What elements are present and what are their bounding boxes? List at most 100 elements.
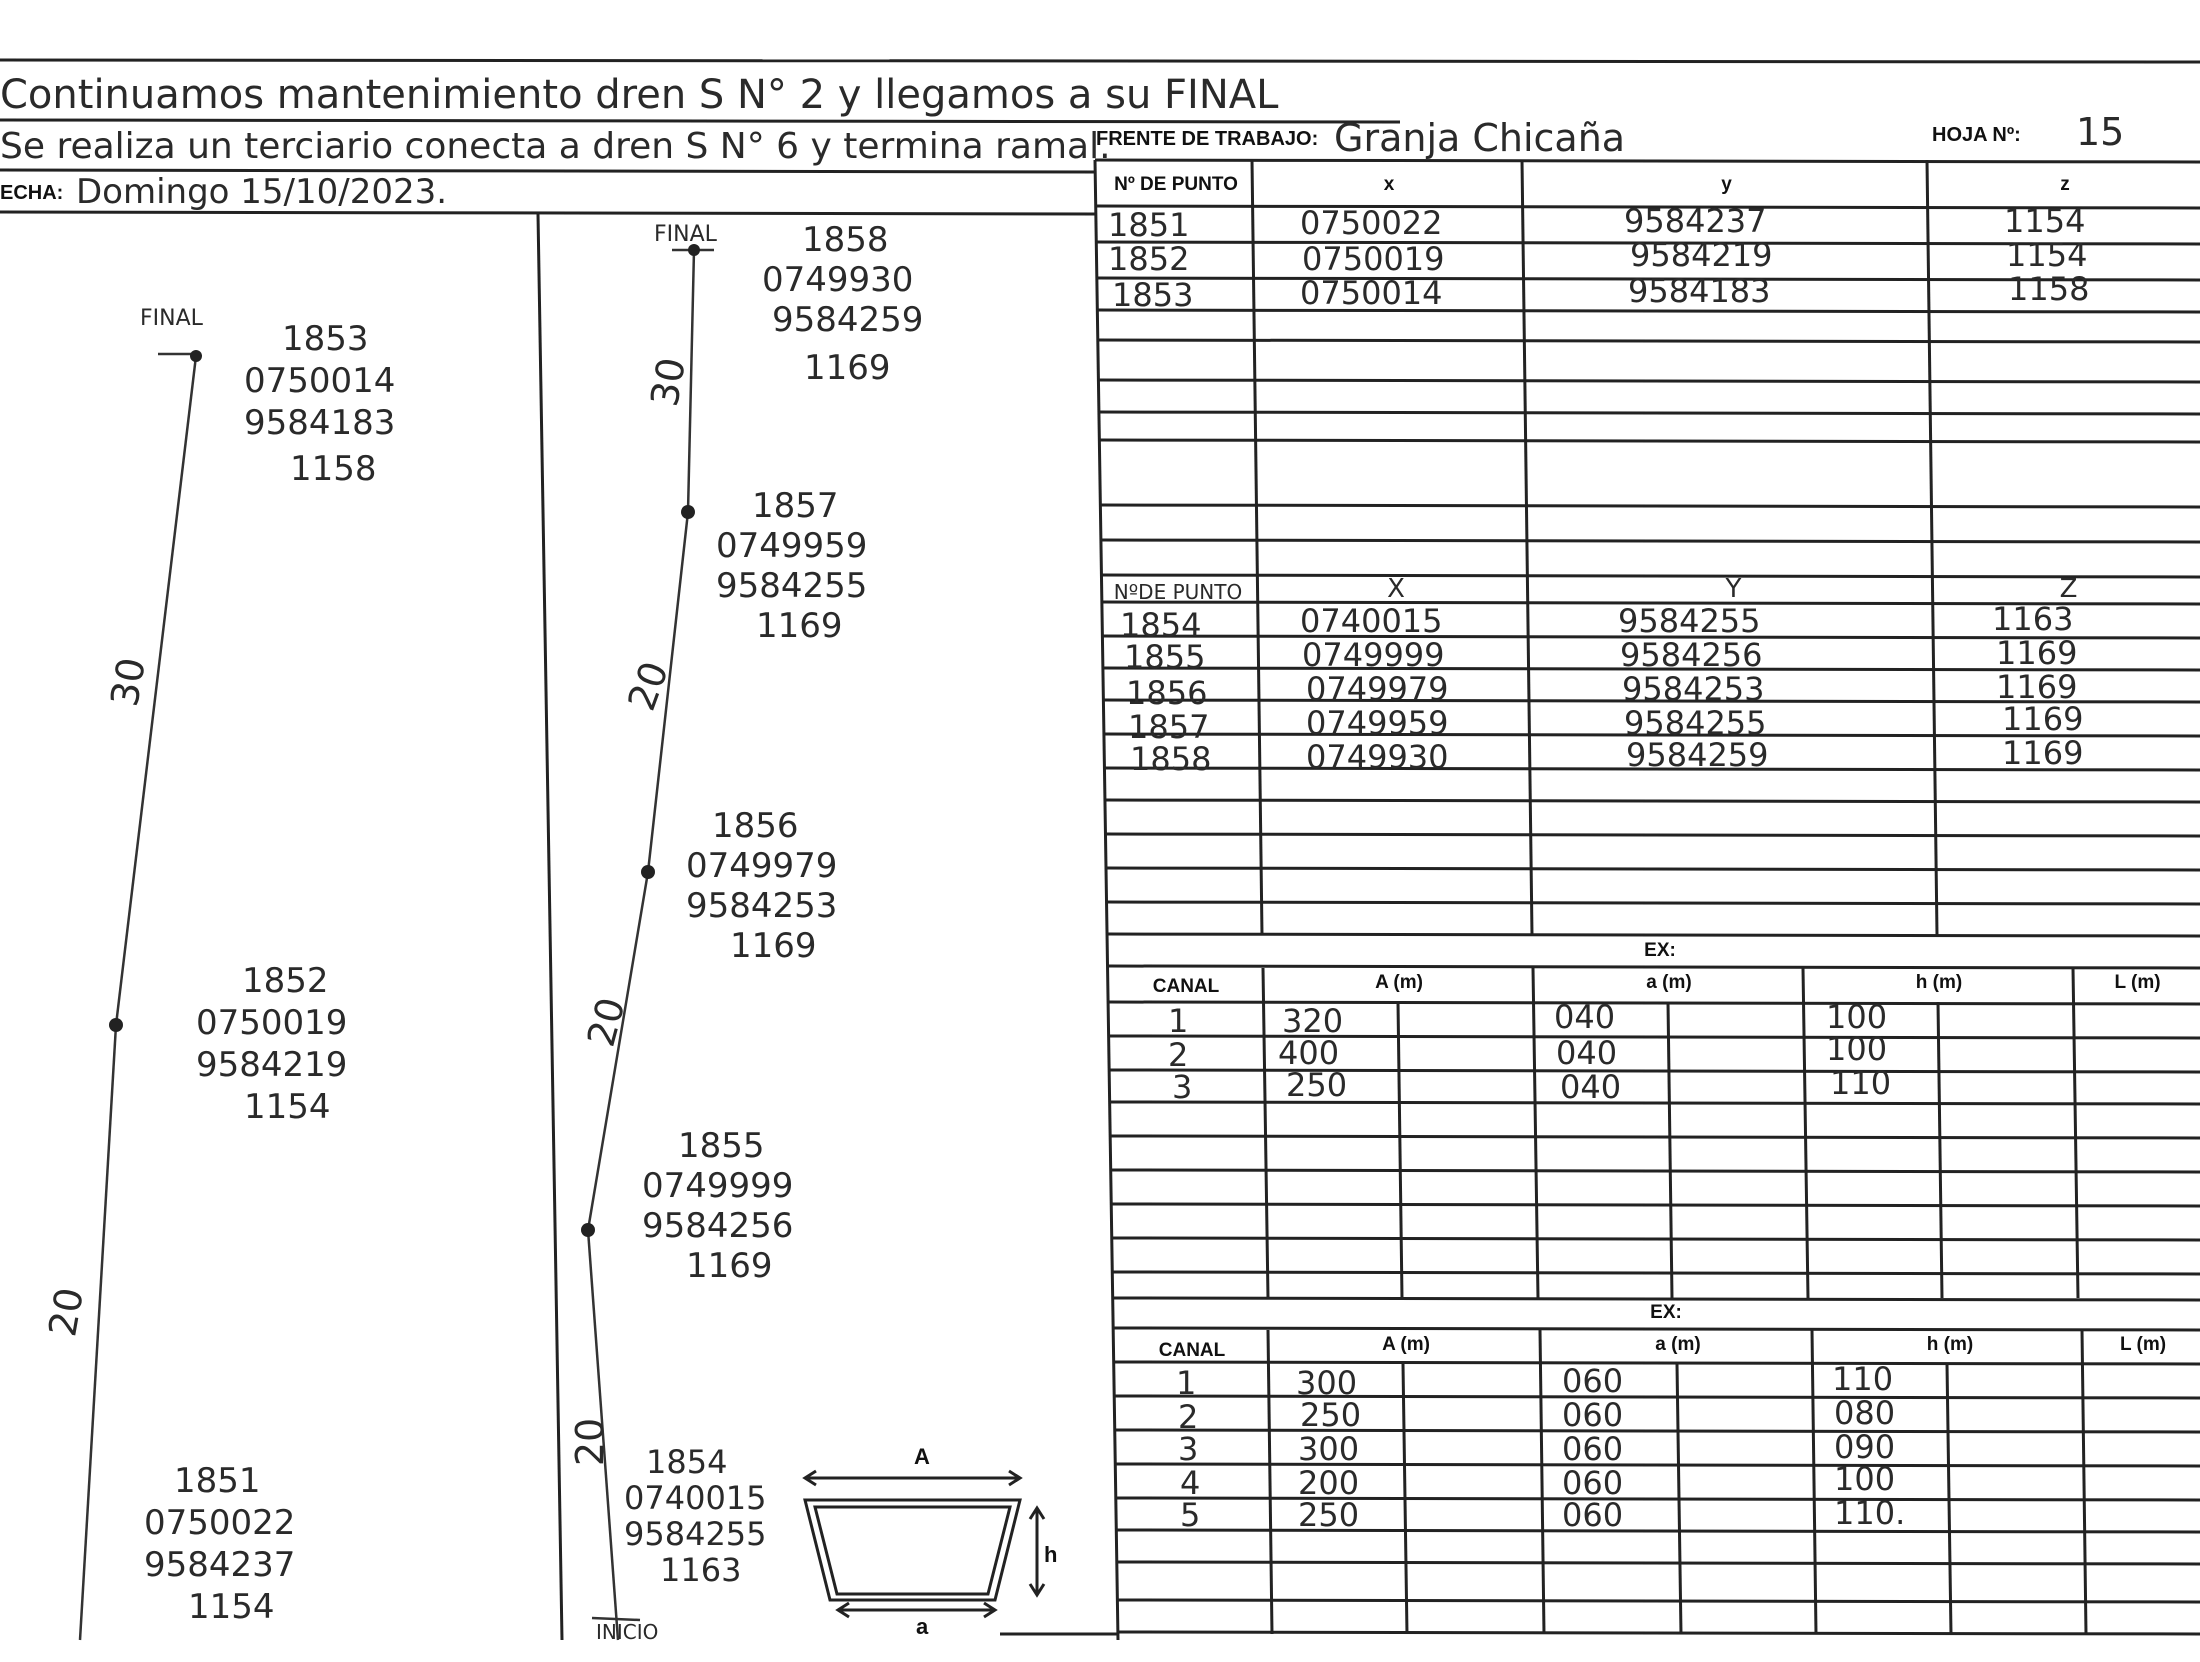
table-row-1858-y: 9584259 xyxy=(1626,736,1769,774)
table-row-1853-z: 1158 xyxy=(2008,270,2090,308)
col-header-x-2: X xyxy=(1387,574,1405,604)
point-label-1852: 1852 0750019 9584219 1154 xyxy=(196,960,347,1128)
ex2-header-h: h (m) xyxy=(1926,1334,1974,1355)
table-row-1853-y: 9584183 xyxy=(1628,272,1771,310)
trapezoid-top-width-label: A xyxy=(914,1444,930,1469)
ex2-row-5-a: 060 xyxy=(1562,1496,1624,1534)
ex1-row-3-canal: 3 xyxy=(1172,1068,1193,1106)
col-header-z: z xyxy=(2060,174,2070,195)
hoja-value: 15 xyxy=(2076,110,2125,154)
point-id: 1851 xyxy=(174,1461,261,1501)
col-header-y-2: Y xyxy=(1725,574,1742,604)
point-y: 9584259 xyxy=(772,300,924,340)
ex1-header-canal: CANAL xyxy=(1152,976,1220,997)
table-row-1852-x: 0750019 xyxy=(1302,240,1445,278)
table-row-1858-z: 1169 xyxy=(2002,734,2084,772)
table-row-1852-z: 1154 xyxy=(2006,236,2088,274)
point-y: 9584255 xyxy=(624,1515,767,1553)
ex2-row-2-h: 080 xyxy=(1834,1394,1896,1432)
ex2-row-5-A: 250 xyxy=(1298,1496,1360,1534)
table-row-1855-punto: 1855 xyxy=(1124,638,1206,676)
table-row-1854-z: 1163 xyxy=(1992,600,2074,638)
point-label-1854: 1854 0740015 9584255 1163 xyxy=(624,1444,767,1588)
point-id: 1854 xyxy=(646,1443,728,1481)
table-row-1858-x: 0749930 xyxy=(1306,738,1449,776)
fecha-label: ECHA: xyxy=(0,182,64,204)
ex1-header-a: a (m) xyxy=(1646,972,1692,993)
table-row-1857-y: 9584255 xyxy=(1624,704,1767,742)
table-row-1855-z: 1169 xyxy=(1996,634,2078,672)
point-x: 0750022 xyxy=(144,1503,296,1543)
hoja-label: HOJA Nº: xyxy=(1932,124,2021,146)
table-row-1856-x: 0749979 xyxy=(1306,670,1449,708)
fecha-value: Domingo 15/10/2023. xyxy=(76,172,448,212)
table-row-1856-y: 9584253 xyxy=(1622,670,1765,708)
point-y: 9584256 xyxy=(642,1206,794,1246)
table-row-1853-x: 0750014 xyxy=(1300,274,1443,312)
table-row-1856-z: 1169 xyxy=(1996,668,2078,706)
point-z: 1158 xyxy=(290,449,377,489)
ex2-row-3-a: 060 xyxy=(1562,1430,1624,1468)
point-z: 1169 xyxy=(804,348,891,388)
sketch2-segment-1: 30 xyxy=(642,354,695,410)
sketch1-final-label: FINAL xyxy=(140,306,203,331)
ex2-row-4-h: 100 xyxy=(1834,1460,1896,1498)
point-x: 0749979 xyxy=(686,846,838,886)
table-row-1854-y: 9584255 xyxy=(1618,602,1761,640)
point-label-1853: 1853 0750014 9584183 1158 xyxy=(244,318,395,490)
ex1-header-L: L (m) xyxy=(2114,972,2161,993)
ex2-row-1-h: 110 xyxy=(1832,1360,1894,1398)
ex2-row-4-a: 060 xyxy=(1562,1464,1624,1502)
ex2-header-A: A (m) xyxy=(1382,1334,1430,1355)
point-label-1857: 1857 0749959 9584255 1169 xyxy=(716,486,867,646)
point-x: 0740015 xyxy=(624,1479,767,1517)
point-y: 9584183 xyxy=(244,403,396,443)
col-header-y: y xyxy=(1721,174,1732,195)
col-header-x: x xyxy=(1383,174,1395,195)
table-row-1857-z: 1169 xyxy=(2002,700,2084,738)
ex2-row-4-canal: 4 xyxy=(1180,1464,1201,1502)
table-row-1854-punto: 1854 xyxy=(1120,606,1202,644)
ex1-row-1-A: 320 xyxy=(1282,1002,1344,1040)
ex1-header-A: A (m) xyxy=(1375,972,1423,993)
col-header-punto: Nº DE PUNTO xyxy=(1114,174,1238,195)
sketch2-inicio-label: INICIO xyxy=(596,1620,659,1644)
ex2-row-5-canal: 5 xyxy=(1180,1496,1201,1534)
table-row-1852-y: 9584219 xyxy=(1630,236,1773,274)
ex2-row-2-A: 250 xyxy=(1300,1396,1362,1434)
point-x: 0749959 xyxy=(716,526,868,566)
table-row-1852-punto: 1852 xyxy=(1108,240,1190,278)
ex2-row-5-h: 110. xyxy=(1834,1494,1906,1532)
table-row-1853-punto: 1853 xyxy=(1112,276,1194,314)
col-header-z-2: Z xyxy=(2059,574,2078,604)
ex1-row-1-h: 100 xyxy=(1826,998,1888,1036)
ex2-row-1-a: 060 xyxy=(1562,1362,1624,1400)
point-x: 0750014 xyxy=(244,361,396,401)
table-row-1851-punto: 1851 xyxy=(1108,206,1190,244)
point-y: 9584255 xyxy=(716,566,868,606)
ex1-row-3-h: 110 xyxy=(1830,1064,1892,1102)
table-row-1855-x: 0749999 xyxy=(1302,636,1445,674)
table-row-1857-x: 0749959 xyxy=(1306,704,1449,742)
point-id: 1853 xyxy=(282,319,369,359)
frente-value: Granja Chicaña xyxy=(1334,116,1626,160)
table-row-1856-punto: 1856 xyxy=(1126,674,1208,712)
ex1-row-2-h: 100 xyxy=(1826,1030,1888,1068)
point-x: 0749999 xyxy=(642,1166,794,1206)
table-row-1858-punto: 1858 xyxy=(1130,740,1212,778)
ex2-row-1-canal: 1 xyxy=(1176,1364,1197,1402)
ex1-title: EX: xyxy=(1644,940,1676,961)
ex2-header-a: a (m) xyxy=(1655,1334,1701,1355)
note-line-2: Se realiza un terciario conecta a dren S… xyxy=(0,126,1111,167)
point-x: 0749930 xyxy=(762,260,914,300)
point-z: 1169 xyxy=(756,606,843,646)
trapezoid-height-label: h xyxy=(1044,1542,1058,1567)
ex2-row-3-A: 300 xyxy=(1298,1430,1360,1468)
ex1-row-3-a: 040 xyxy=(1560,1068,1622,1106)
ex2-row-3-h: 090 xyxy=(1834,1428,1896,1466)
point-id: 1856 xyxy=(712,806,799,846)
ex2-row-3-canal: 3 xyxy=(1178,1430,1199,1468)
ex1-header-h: h (m) xyxy=(1915,972,1963,993)
table-row-1851-z: 1154 xyxy=(2004,202,2086,240)
